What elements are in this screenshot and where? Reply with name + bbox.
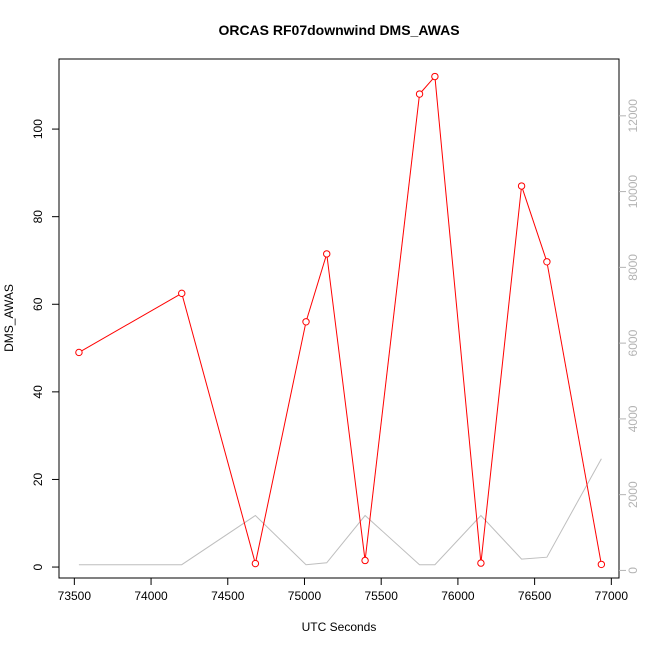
series-segment	[306, 256, 327, 319]
series-segment	[522, 188, 547, 259]
data-point	[543, 258, 551, 266]
y-tick-label: 0	[31, 563, 45, 570]
x-tick-label: 76000	[441, 589, 475, 603]
data-point	[361, 556, 369, 565]
series-segment	[434, 79, 482, 560]
y-tick-label: 60	[31, 297, 45, 311]
series-segment	[364, 97, 420, 558]
y2-tick-label: 10000	[626, 175, 640, 209]
series-segment	[326, 257, 366, 558]
series-segment	[546, 264, 602, 562]
series-segment	[421, 78, 434, 92]
x-axis-label: UTC Seconds	[302, 620, 377, 634]
x-tick-label: 77000	[595, 589, 629, 603]
data-point	[323, 250, 331, 258]
y2-tick-label: 12000	[626, 99, 640, 133]
x-axis: 73500 74000 74500 75000 75500 76000 76500 77000	[58, 578, 629, 603]
series-segment	[81, 294, 180, 352]
data-point	[431, 72, 439, 81]
data-point	[517, 182, 526, 190]
chart-title: ORCAS RF07downwind DMS_AWAS	[218, 22, 459, 38]
y-tick-label: 100	[31, 119, 45, 139]
y-axis-label: DMS_AWAS	[2, 284, 16, 352]
y-tick-label: 40	[31, 385, 45, 399]
x-tick-label: 74000	[134, 589, 168, 603]
y2-tick-label: 6000	[626, 329, 640, 356]
y-axis-left: 0 20 40 60 80 100	[31, 119, 59, 570]
plot-frame	[58, 58, 620, 579]
data-point	[75, 348, 83, 357]
data-point	[302, 318, 310, 326]
x-tick-label: 73500	[58, 589, 92, 603]
y2-tick-label: 0	[626, 567, 640, 574]
series-segment	[480, 189, 522, 560]
x-tick-label: 76500	[518, 589, 552, 603]
x-tick-label: 74500	[211, 589, 245, 603]
y2-tick-label: 2000	[626, 481, 640, 508]
series-line-right	[78, 458, 602, 566]
x-tick-label: 75000	[288, 589, 322, 603]
y-axis-right: 0 2000 4000 6000 8000 10000 12000	[619, 99, 640, 574]
data-point	[597, 560, 606, 569]
y2-tick-label: 8000	[626, 254, 640, 281]
data-point	[178, 289, 186, 298]
x-tick-label: 75500	[365, 589, 399, 603]
y2-tick-label: 4000	[626, 405, 640, 432]
data-point	[477, 559, 485, 567]
data-point	[251, 559, 260, 568]
y-tick-label: 80	[31, 210, 45, 224]
y-tick-label: 20	[31, 473, 45, 487]
data-point	[415, 90, 424, 98]
series-segment	[182, 296, 256, 561]
series-segment	[255, 324, 306, 561]
plot-area	[75, 72, 606, 569]
